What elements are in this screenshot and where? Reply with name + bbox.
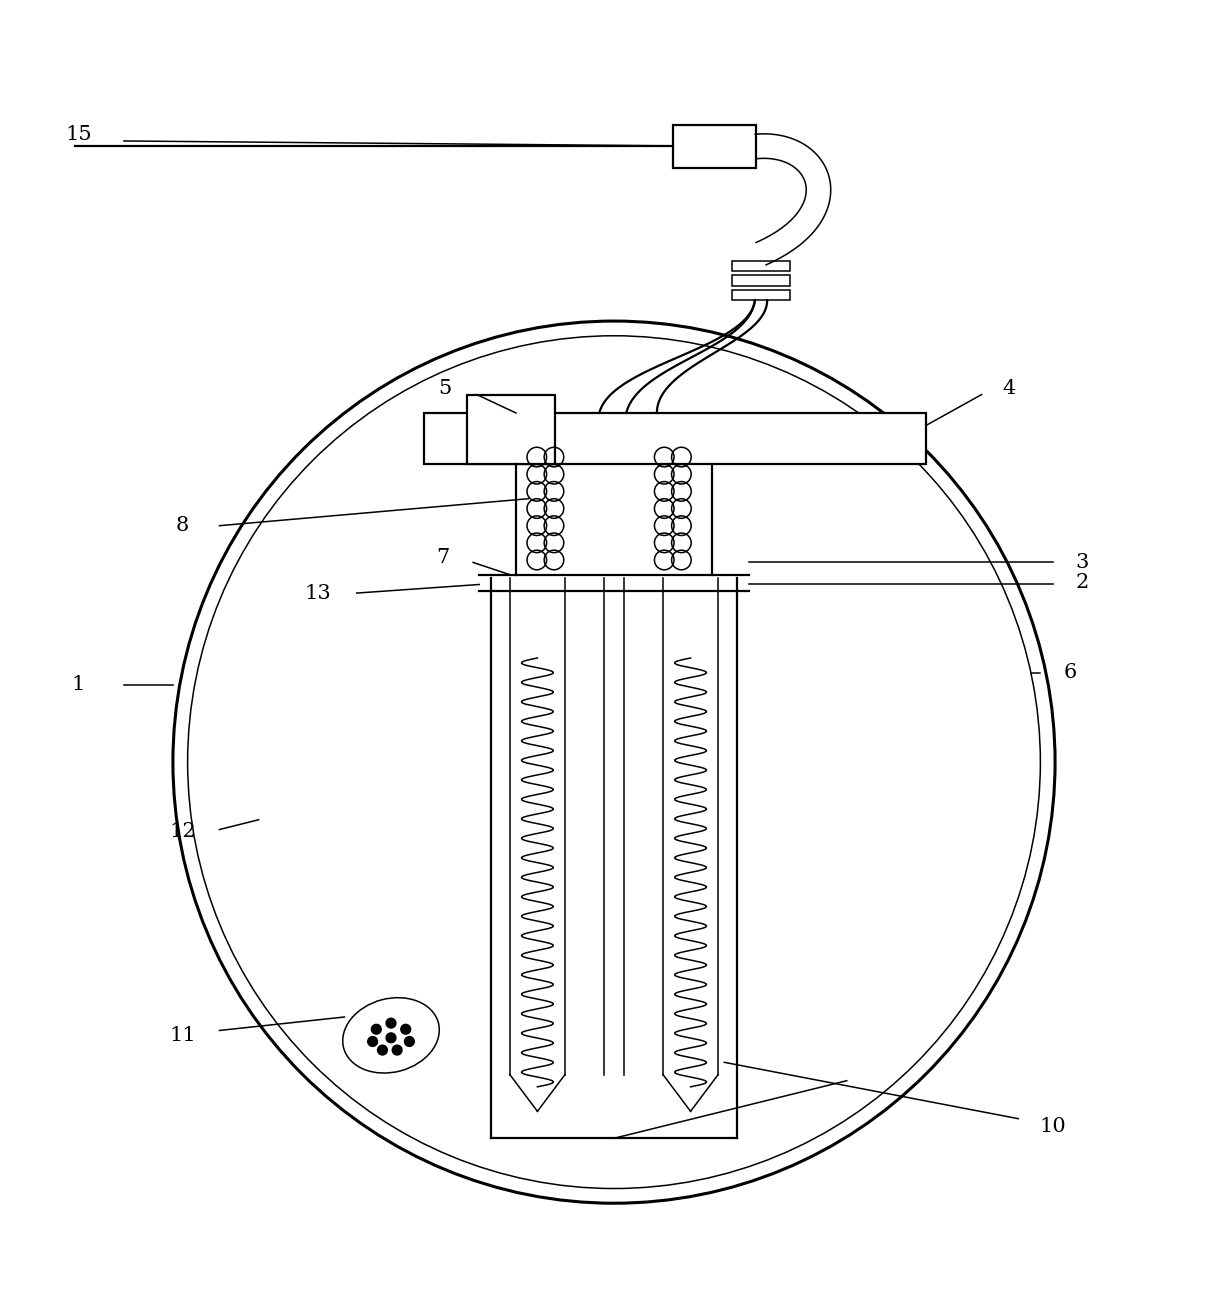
Bar (732, 290, 791, 300)
Text: 5: 5 (438, 379, 452, 397)
Text: 1: 1 (72, 675, 85, 695)
Text: 11: 11 (169, 1026, 196, 1045)
Text: 4: 4 (1002, 379, 1016, 397)
Bar (732, 261, 791, 271)
Bar (673, 125, 756, 168)
Circle shape (392, 1045, 402, 1055)
Circle shape (371, 1024, 381, 1034)
Circle shape (404, 1037, 414, 1046)
Circle shape (400, 1024, 410, 1034)
Circle shape (377, 1045, 387, 1055)
Text: 13: 13 (305, 583, 330, 603)
Bar (467, 395, 555, 465)
Text: 15: 15 (65, 125, 92, 145)
Text: 6: 6 (1063, 663, 1077, 682)
Text: 2: 2 (1076, 572, 1089, 591)
Ellipse shape (343, 998, 440, 1073)
Circle shape (367, 1037, 377, 1046)
Circle shape (386, 1019, 395, 1028)
Circle shape (386, 1033, 395, 1042)
Text: 10: 10 (1039, 1116, 1066, 1136)
Bar (424, 413, 926, 465)
Bar (732, 275, 791, 286)
Text: 7: 7 (436, 547, 449, 567)
Text: 3: 3 (1076, 553, 1089, 572)
Text: 12: 12 (169, 822, 196, 841)
Text: 8: 8 (176, 516, 189, 536)
